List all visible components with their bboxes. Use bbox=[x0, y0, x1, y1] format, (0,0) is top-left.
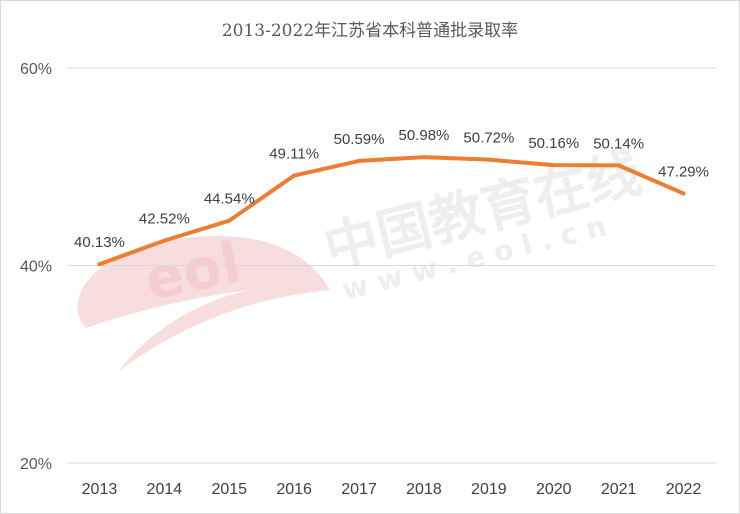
x-tick-label: 2022 bbox=[666, 481, 702, 498]
data-label: 50.16% bbox=[528, 135, 579, 152]
x-tick-label: 2015 bbox=[211, 481, 247, 498]
x-tick-label: 2021 bbox=[601, 481, 637, 498]
x-tick-label: 2016 bbox=[276, 481, 312, 498]
data-point bbox=[357, 158, 362, 163]
watermark: eol 中国教育在线 w w w . e o l . c n bbox=[77, 141, 648, 372]
x-tick-label: 2014 bbox=[147, 481, 183, 498]
x-tick-label: 2019 bbox=[471, 481, 507, 498]
data-label: 50.98% bbox=[399, 127, 450, 144]
y-tick-label: 60% bbox=[20, 61, 52, 78]
data-point bbox=[162, 238, 167, 243]
data-point bbox=[486, 157, 491, 162]
x-tick-label: 2020 bbox=[536, 481, 572, 498]
y-axis-ticks: 60% 40% 20% bbox=[20, 61, 52, 473]
x-axis-ticks: 2013 2014 2015 2016 2017 2018 2019 2020 2021 2022 bbox=[82, 481, 702, 498]
data-label: 40.13% bbox=[74, 234, 125, 251]
data-label: 49.11% bbox=[269, 146, 319, 163]
x-tick-label: 2017 bbox=[341, 481, 377, 498]
data-point bbox=[97, 262, 102, 267]
series-layer bbox=[97, 155, 686, 267]
y-tick-label: 20% bbox=[20, 456, 52, 473]
data-point bbox=[421, 155, 426, 160]
grid-lines bbox=[67, 67, 716, 464]
data-point bbox=[227, 218, 232, 223]
data-label: 44.54% bbox=[204, 191, 255, 208]
x-tick-label: 2018 bbox=[406, 481, 442, 498]
y-tick-label: 40% bbox=[20, 259, 52, 276]
data-label: 50.14% bbox=[593, 135, 644, 152]
watermark-logo-swoosh bbox=[77, 235, 330, 372]
data-label: 50.59% bbox=[334, 131, 385, 148]
data-point bbox=[616, 163, 621, 168]
chart-title: 2013-2022年江苏省本科普通批录取率 bbox=[221, 21, 519, 41]
data-point bbox=[681, 191, 686, 196]
series-line bbox=[97, 155, 686, 267]
data-point bbox=[292, 173, 297, 178]
data-label: 47.29% bbox=[658, 164, 709, 181]
data-labels: 40.13% 42.52% 44.54% 49.11% 50.59% 50.98% 50.7… bbox=[74, 127, 709, 251]
x-tick-label: 2013 bbox=[82, 481, 118, 498]
data-point bbox=[551, 163, 556, 168]
data-label: 50.72% bbox=[463, 130, 514, 147]
data-label: 42.52% bbox=[139, 211, 190, 228]
